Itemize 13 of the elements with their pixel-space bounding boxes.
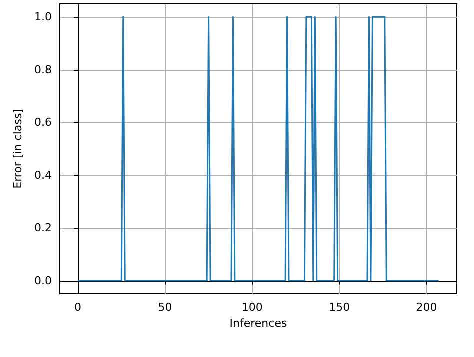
x-tick-label: 100 [242, 301, 263, 314]
y-tick-label: 0.0 [34, 274, 52, 288]
y-tick-label: 0.2 [34, 222, 52, 235]
y-axis-title: Error [in class] [12, 109, 25, 189]
y-tick-label: 0.4 [34, 168, 52, 182]
y-tick-label: 0.8 [34, 63, 52, 76]
x-axis-title: Inferences [230, 316, 288, 330]
x-tick-label: 150 [329, 301, 350, 314]
x-tick-label: 200 [416, 301, 438, 314]
x-tick-label: 0 [74, 301, 82, 314]
y-tick-label: 0.6 [34, 116, 52, 130]
x-tick-label: 50 [158, 301, 172, 314]
y-tick-label: 1.0 [34, 10, 52, 24]
